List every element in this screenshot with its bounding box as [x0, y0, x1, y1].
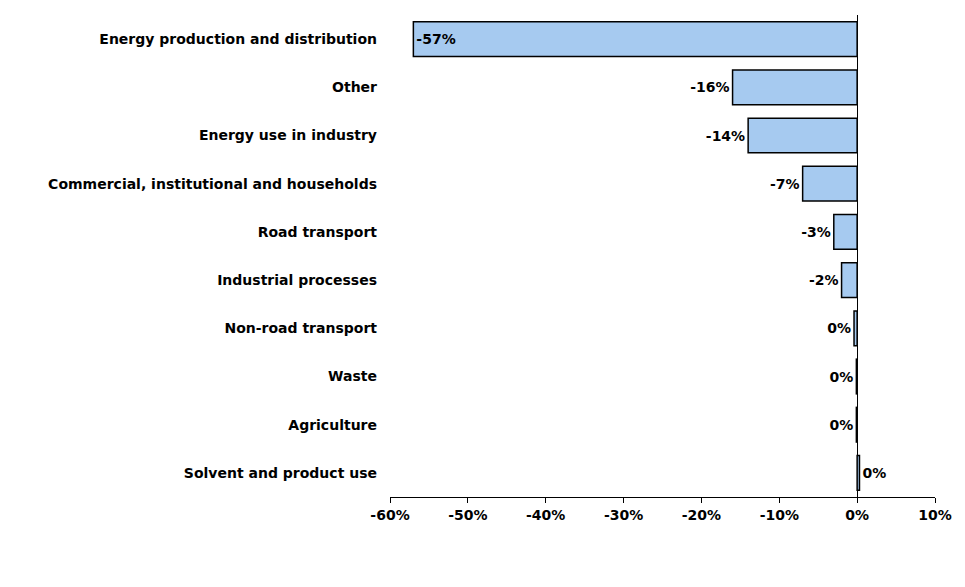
svg-text:Agriculture: Agriculture [288, 417, 377, 433]
svg-text:-2%: -2% [809, 272, 839, 288]
svg-text:-30%: -30% [604, 507, 643, 523]
svg-text:-7%: -7% [770, 176, 800, 192]
svg-text:Waste: Waste [328, 368, 377, 384]
svg-text:0%: 0% [862, 465, 886, 481]
svg-text:0%: 0% [827, 320, 851, 336]
svg-text:Non-road transport: Non-road transport [224, 320, 377, 336]
svg-text:-40%: -40% [526, 507, 565, 523]
svg-text:Road transport: Road transport [258, 224, 378, 240]
svg-text:-50%: -50% [448, 507, 487, 523]
svg-text:-20%: -20% [682, 507, 721, 523]
svg-text:Other: Other [332, 79, 377, 95]
svg-text:-3%: -3% [801, 224, 831, 240]
svg-text:-10%: -10% [760, 507, 799, 523]
svg-text:Solvent and product use: Solvent and product use [184, 465, 377, 481]
svg-text:-57%: -57% [416, 31, 455, 47]
svg-text:10%: 10% [918, 507, 952, 523]
svg-text:0%: 0% [830, 417, 854, 433]
svg-text:Energy production and distribu: Energy production and distribution [99, 31, 377, 47]
svg-text:0%: 0% [830, 369, 854, 385]
svg-text:-14%: -14% [706, 128, 745, 144]
svg-text:0%: 0% [845, 507, 869, 523]
svg-text:Commercial, institutional and: Commercial, institutional and households [48, 176, 377, 192]
svg-text:-16%: -16% [690, 79, 729, 95]
svg-text:-60%: -60% [370, 507, 409, 523]
svg-text:Energy use in industry: Energy use in industry [199, 127, 377, 143]
svg-text:Industrial processes: Industrial processes [217, 272, 377, 288]
